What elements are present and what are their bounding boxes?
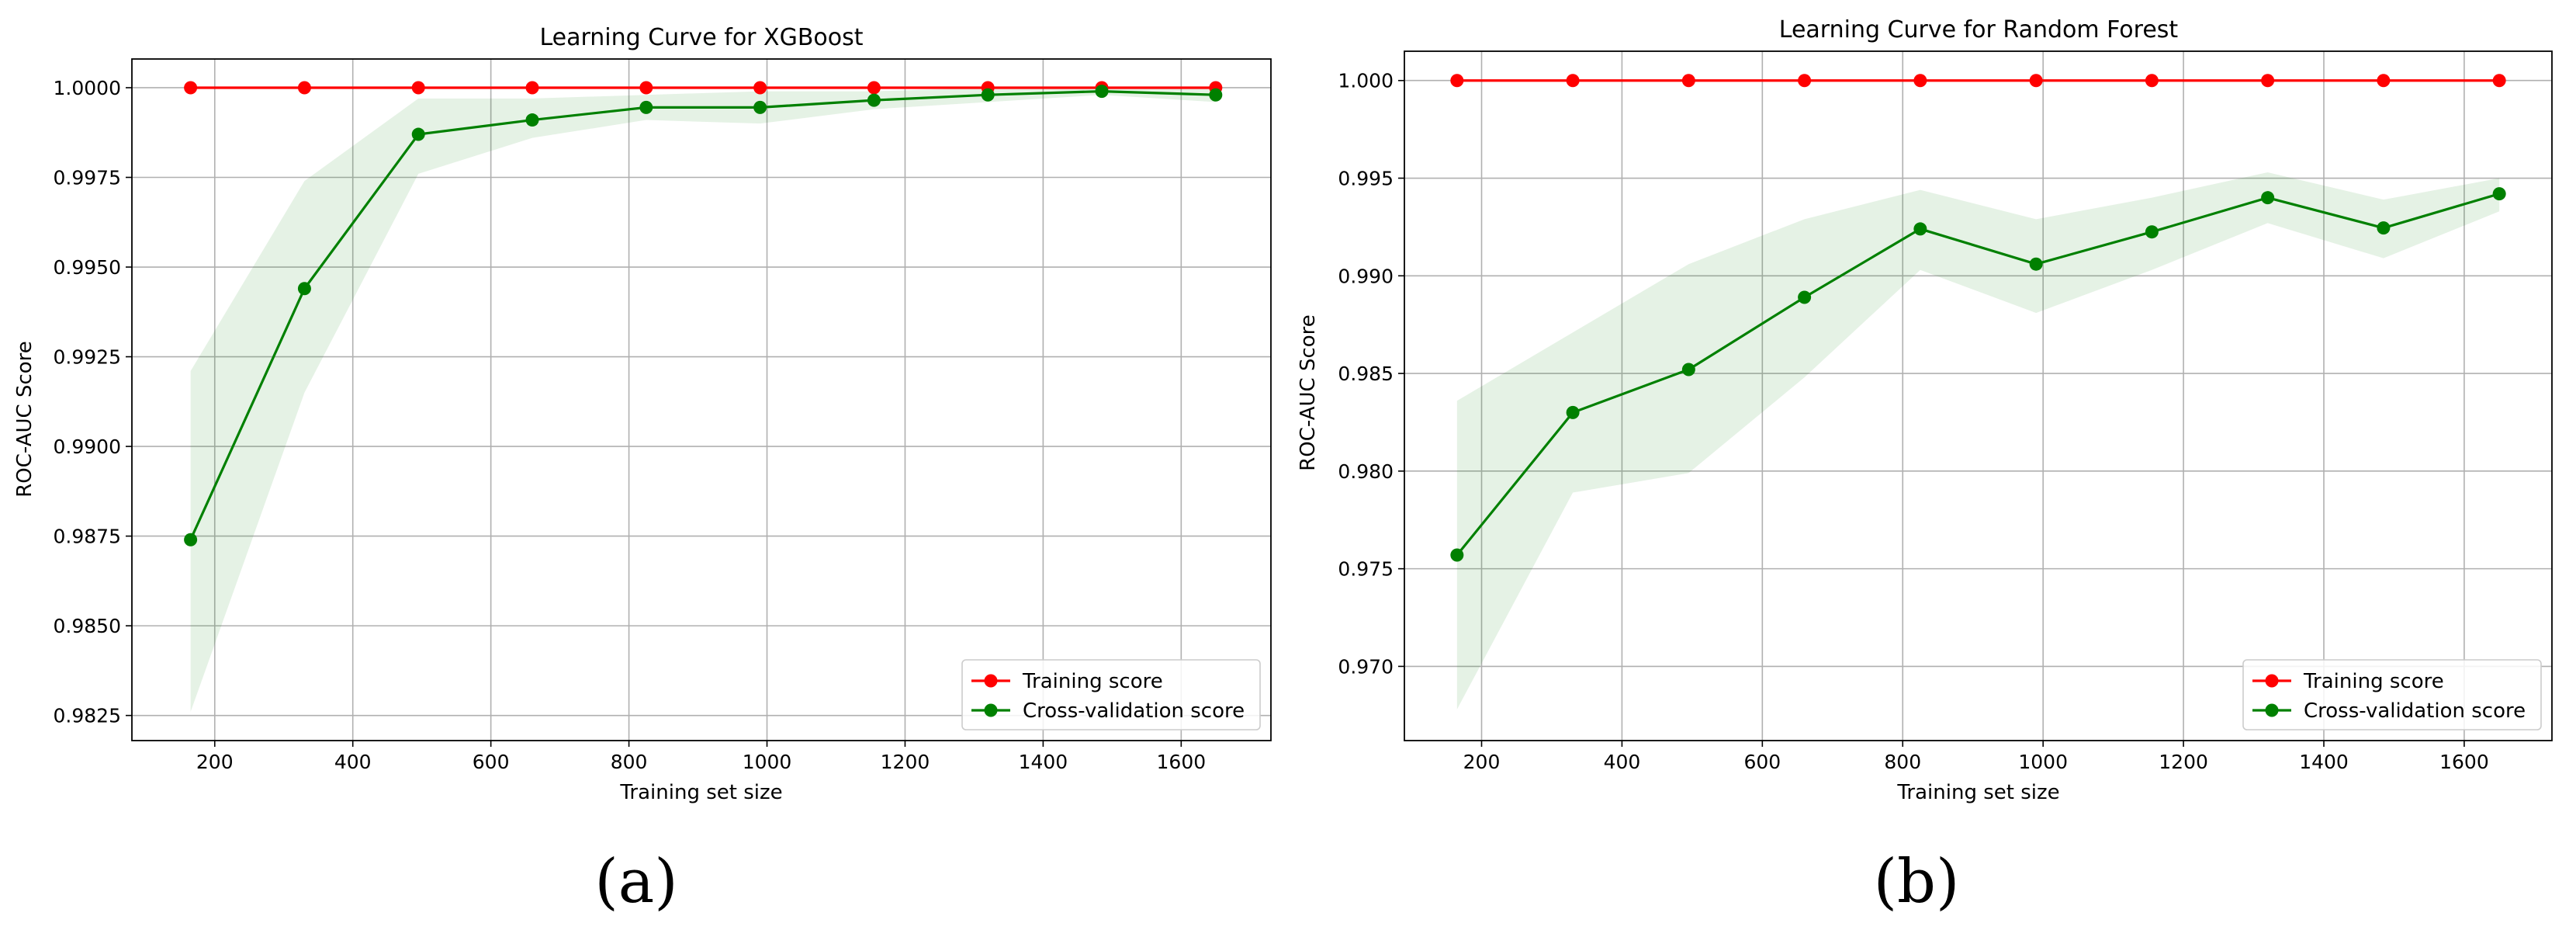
- y-tick-label: 0.975: [1338, 558, 1394, 581]
- legend: Training score Cross-validation score: [961, 659, 1261, 730]
- training-score-point: [411, 81, 425, 95]
- training-score-point: [297, 81, 311, 95]
- x-axis-label: Training set size: [1896, 781, 2059, 804]
- training-score-point: [1798, 74, 1812, 88]
- plot-frame: [1404, 50, 2553, 741]
- y-axis-label: ROC-AUC Score: [13, 341, 36, 498]
- y-tick-label: 0.970: [1338, 655, 1394, 678]
- cv-score-point: [1913, 222, 1927, 236]
- legend-marker-cv-score: [2265, 703, 2279, 717]
- y-tick-label: 1.000: [1338, 70, 1394, 92]
- legend: Training score Cross-validation score: [2242, 659, 2542, 730]
- y-tick-label: 0.985: [1338, 363, 1394, 385]
- y-tick-label: 0.9925: [54, 346, 121, 369]
- legend-box: [2242, 659, 2542, 730]
- y-tick-label: 0.9975: [54, 166, 121, 189]
- legend-label-cv-score: Cross-validation score: [2304, 699, 2526, 723]
- y-tick-label: 0.9950: [54, 256, 121, 279]
- training-score-point: [639, 81, 653, 95]
- training-score-point: [2261, 74, 2275, 88]
- training-score-point: [753, 81, 767, 95]
- x-tick-label: 1600: [1157, 751, 1207, 773]
- cv-score-point: [2145, 225, 2159, 239]
- x-tick-label: 1200: [2159, 751, 2208, 773]
- cv-score-point: [2029, 257, 2043, 271]
- training-score-point: [1913, 74, 1927, 88]
- x-tick-label: 400: [334, 751, 372, 773]
- legend-marker-training-score: [984, 674, 998, 688]
- x-tick-label: 600: [1743, 751, 1781, 773]
- x-axis-label: Training set size: [619, 781, 782, 804]
- cv-score-point: [297, 282, 311, 296]
- legend-label-cv-score: Cross-validation score: [1023, 699, 1245, 723]
- legend-box: [961, 659, 1261, 730]
- y-tick-label: 0.9825: [54, 705, 121, 727]
- y-tick-label: 1.0000: [54, 77, 121, 99]
- cv-score-point: [1798, 290, 1812, 304]
- y-tick-label: 0.9875: [54, 526, 121, 548]
- x-tick-label: 800: [1884, 751, 1921, 773]
- chart-title: Learning Curve for XGBoost: [539, 24, 863, 51]
- cv-score-point: [525, 113, 539, 127]
- cv-std-band: [1456, 172, 2500, 710]
- random-forest-learning-curve-panel: Learning Curve for Random Forest Trainin…: [1297, 16, 2553, 917]
- training-score-point: [1681, 74, 1695, 88]
- cv-std-band: [190, 87, 1216, 713]
- cv-score-point: [2492, 187, 2506, 201]
- x-tick-label: 1000: [2018, 751, 2068, 773]
- training-score-point: [2377, 74, 2391, 88]
- cv-score-point: [184, 533, 198, 547]
- cv-score-point: [2377, 221, 2391, 235]
- y-tick-label: 0.9850: [54, 615, 121, 637]
- training-score-point: [2145, 74, 2159, 88]
- y-axis-label: ROC-AUC Score: [1297, 314, 1320, 471]
- y-tick-label: 0.9900: [54, 436, 121, 458]
- x-tick-label: 200: [196, 751, 234, 773]
- cv-score-point: [867, 93, 881, 107]
- training-score-point: [867, 81, 881, 95]
- cv-score-line: [1456, 193, 2500, 557]
- x-tick-label: 1400: [1019, 751, 1068, 773]
- x-tick-label: 400: [1604, 751, 1641, 773]
- x-tick-label: 1400: [2299, 751, 2349, 773]
- cv-score-point: [1566, 405, 1580, 419]
- x-tick-label: 800: [611, 751, 648, 773]
- training-score-point: [525, 81, 539, 95]
- chart-title: Learning Curve for Random Forest: [1779, 16, 2179, 43]
- training-score-point: [2492, 74, 2506, 88]
- cv-score-point: [1209, 88, 1223, 102]
- y-tick-label: 0.990: [1338, 265, 1394, 287]
- x-tick-label: 1600: [2439, 751, 2489, 773]
- legend-marker-training-score: [2265, 674, 2279, 688]
- training-score-point: [2029, 74, 2043, 88]
- cv-score-line: [189, 89, 1216, 540]
- legend-marker-cv-score: [984, 703, 998, 717]
- y-tick-label: 0.980: [1338, 460, 1394, 483]
- legend-label-training-score: Training score: [1022, 670, 1163, 693]
- cv-score-point: [1450, 548, 1464, 562]
- training-score-point: [184, 81, 198, 95]
- x-tick-label: 1000: [743, 751, 792, 773]
- x-tick-label: 600: [473, 751, 510, 773]
- training-score-point: [1450, 74, 1464, 88]
- cv-score-point: [2261, 191, 2275, 205]
- panel-label-b: (b): [1874, 847, 1960, 917]
- x-tick-label: 1200: [881, 751, 930, 773]
- legend-label-training-score: Training score: [2303, 670, 2444, 693]
- cv-score-point: [411, 127, 425, 141]
- y-tick-label: 0.995: [1338, 168, 1394, 190]
- cv-score-point: [981, 88, 995, 102]
- cv-score-point: [639, 100, 653, 114]
- training-score-point: [1566, 74, 1580, 88]
- xgboost-learning-curve-panel: Learning Curve for XGBoost Training set …: [13, 24, 1272, 917]
- cv-score-point: [1681, 363, 1695, 377]
- cv-score-point: [1095, 85, 1109, 99]
- cv-score-point: [753, 100, 767, 114]
- x-tick-label: 200: [1463, 751, 1501, 773]
- plot-frame: [131, 58, 1272, 741]
- panel-label-a: (a): [594, 847, 677, 917]
